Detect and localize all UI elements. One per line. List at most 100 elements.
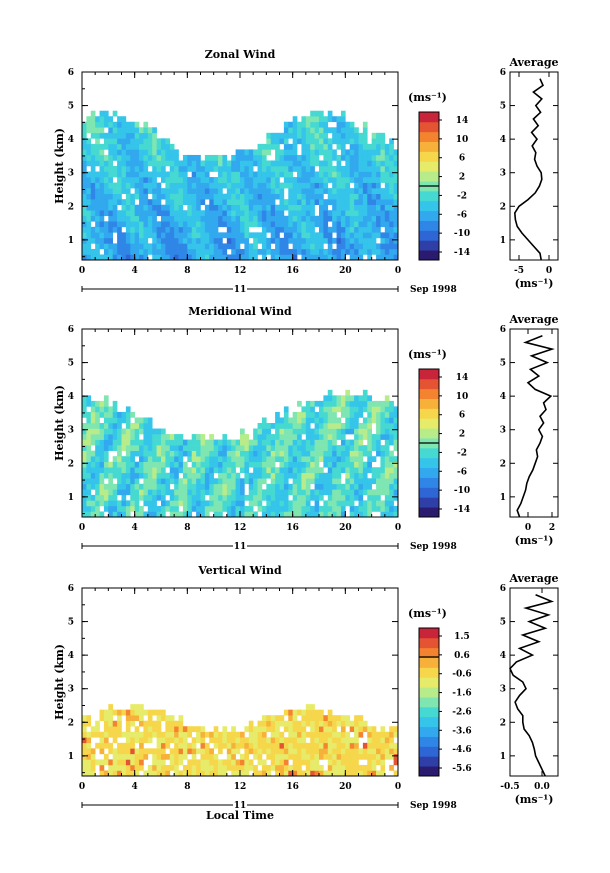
heatmap-cell — [209, 237, 214, 244]
heatmap-cell — [240, 505, 245, 512]
profile-y-label: 2 — [500, 459, 506, 469]
heatmap-cell — [204, 177, 210, 183]
heatmap-cell — [380, 188, 386, 194]
heatmap-cell — [139, 188, 144, 194]
heatmap-cell — [332, 467, 337, 474]
heatmap-cell — [297, 215, 302, 222]
heatmap-cell — [305, 742, 311, 749]
heatmap-cell — [384, 753, 390, 760]
heatmap-cell — [95, 143, 100, 150]
heatmap-cell — [389, 221, 394, 228]
heatmap-cell — [191, 204, 197, 211]
heatmap-cell — [103, 226, 109, 233]
heatmap-cell — [130, 500, 135, 507]
heatmap-cell — [152, 221, 157, 228]
heatmap-cell — [248, 193, 254, 200]
heatmap-cell — [213, 726, 219, 733]
heatmap-cell — [319, 753, 324, 760]
heatmap-cell — [301, 221, 307, 228]
heatmap-cell — [143, 467, 149, 474]
heatmap-cell — [178, 720, 184, 727]
heatmap-cell — [117, 720, 122, 727]
heatmap-cell — [345, 759, 351, 766]
heatmap-cell — [112, 489, 118, 496]
heatmap-cell — [121, 770, 127, 777]
zonal-profile-title: Average — [508, 56, 558, 69]
heatmap-cell — [130, 715, 135, 722]
heatmap-cell — [349, 478, 355, 485]
colorbar-swatch — [419, 687, 439, 698]
heatmap-cell — [261, 243, 267, 250]
heatmap-cell — [147, 709, 153, 716]
heatmap-cell — [257, 731, 263, 738]
heatmap-cell — [139, 439, 144, 446]
heatmap-cell — [213, 505, 219, 512]
heatmap-cell — [191, 439, 197, 446]
heatmap-cell — [275, 182, 280, 189]
heatmap-cell — [371, 439, 377, 446]
heatmap-cell — [152, 461, 157, 468]
heatmap-cell — [384, 149, 390, 156]
heatmap-cell — [174, 731, 179, 738]
heatmap-cell — [121, 221, 127, 228]
heatmap-cell — [204, 764, 210, 771]
heatmap-cell — [139, 143, 144, 150]
heatmap-cell — [288, 439, 293, 446]
heatmap-cell — [336, 715, 342, 722]
heatmap-cell — [134, 154, 140, 161]
heatmap-cell — [161, 742, 166, 749]
heatmap-cell — [244, 166, 250, 172]
heatmap-cell — [112, 221, 118, 228]
heatmap-cell — [354, 731, 359, 738]
colorbar-label: 0.6 — [454, 651, 470, 661]
heatmap-cell — [283, 237, 289, 244]
heatmap-cell — [86, 720, 92, 727]
heatmap-cell — [169, 478, 175, 485]
heatmap-cell — [244, 753, 250, 760]
heatmap-cell — [156, 511, 162, 518]
heatmap-cell — [152, 748, 157, 755]
heatmap-cell — [191, 472, 197, 479]
heatmap-cell — [209, 248, 214, 255]
heatmap-cell — [301, 489, 307, 496]
heatmap-cell — [275, 210, 280, 217]
heatmap-cell — [266, 489, 272, 496]
heatmap-cell — [161, 226, 166, 233]
heatmap-cell — [310, 731, 315, 738]
heatmap-cell — [310, 400, 315, 407]
heatmap-cell — [222, 494, 228, 501]
heatmap-cell — [90, 450, 96, 457]
heatmap-cell — [376, 171, 381, 178]
heatmap-cell — [182, 221, 188, 228]
heatmap-cell — [332, 127, 337, 134]
heatmap-cell — [305, 445, 311, 451]
heatmap-cell — [108, 489, 114, 496]
heatmap-cell — [275, 411, 280, 418]
heatmap-cell — [187, 467, 193, 474]
heatmap-cell — [371, 154, 377, 161]
heatmap-cell — [112, 411, 118, 418]
colorbar-swatch — [419, 467, 439, 478]
heatmap-cell — [178, 450, 184, 457]
heatmap-cell — [270, 204, 276, 211]
profile-y-label: 2 — [500, 202, 506, 212]
heatmap-cell — [218, 478, 223, 485]
heatmap-cell — [161, 204, 166, 211]
heatmap-cell — [283, 720, 289, 727]
heatmap-cell — [82, 254, 87, 261]
heatmap-cell — [340, 121, 346, 128]
heatmap-cell — [182, 472, 188, 479]
heatmap-cell — [393, 171, 399, 178]
heatmap-cell — [319, 182, 324, 189]
heatmap-cell — [86, 478, 92, 485]
heatmap-cell — [174, 478, 179, 485]
heatmap-cell — [235, 182, 241, 189]
heatmap-cell — [82, 400, 87, 407]
heatmap-cell — [257, 215, 263, 222]
heatmap-cell — [244, 232, 250, 239]
heatmap-cell — [108, 417, 114, 424]
heatmap-cell — [270, 456, 276, 463]
heatmap-cell — [161, 160, 166, 167]
heatmap-cell — [143, 132, 149, 139]
heatmap-cell — [371, 731, 377, 738]
